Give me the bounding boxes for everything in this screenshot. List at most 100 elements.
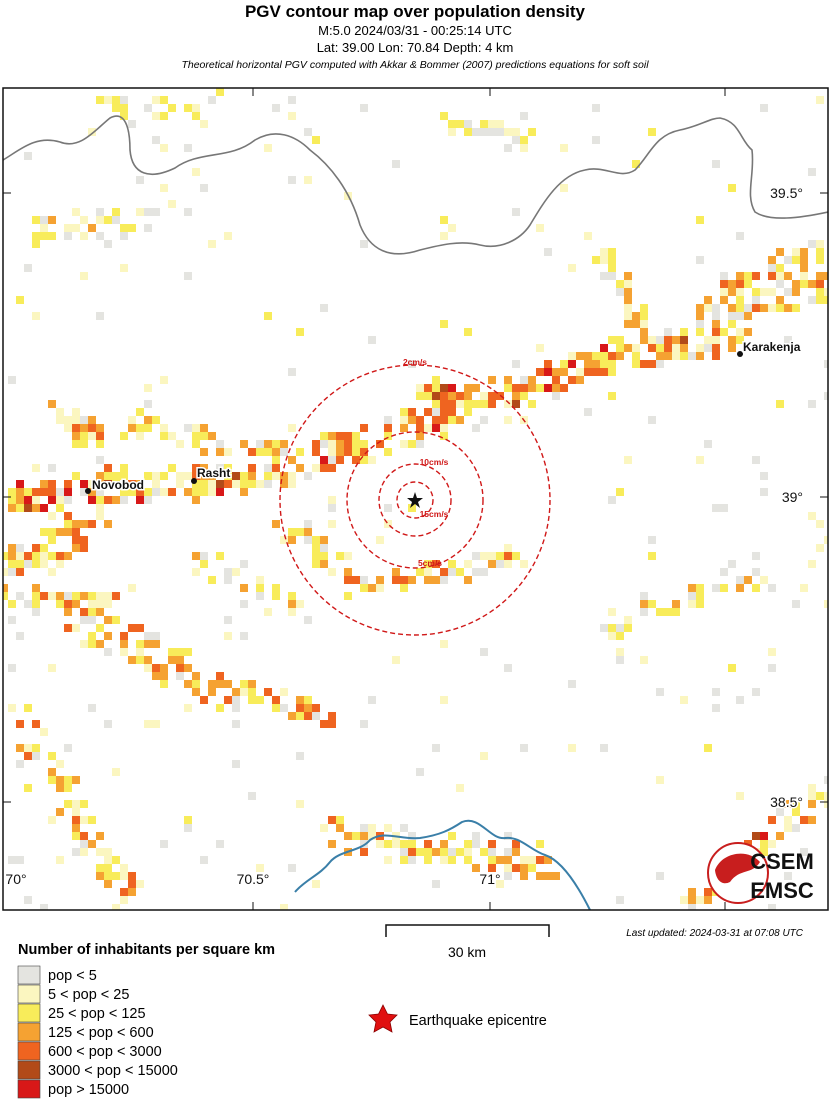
population-cell bbox=[48, 528, 56, 536]
population-cell bbox=[624, 456, 632, 464]
population-cell bbox=[96, 232, 104, 240]
population-cell bbox=[104, 648, 112, 656]
city-label: Rasht bbox=[197, 466, 230, 480]
population-cell bbox=[16, 632, 24, 640]
population-cell bbox=[592, 104, 600, 112]
population-cell bbox=[472, 552, 480, 560]
population-cell bbox=[280, 536, 288, 544]
population-cell bbox=[320, 552, 328, 560]
population-cell bbox=[352, 832, 360, 840]
population-cell bbox=[392, 840, 400, 848]
population-cell bbox=[408, 408, 416, 416]
population-cell bbox=[472, 568, 480, 576]
population-cell bbox=[240, 480, 248, 488]
population-cell bbox=[408, 856, 416, 864]
population-cell bbox=[304, 616, 312, 624]
population-cell bbox=[56, 776, 64, 784]
population-cell bbox=[256, 448, 264, 456]
population-cell bbox=[120, 488, 128, 496]
city-label: Novobod bbox=[92, 478, 144, 492]
population-cell bbox=[760, 576, 768, 584]
population-cell bbox=[336, 824, 344, 832]
population-cell bbox=[320, 720, 328, 728]
population-cell bbox=[640, 600, 648, 608]
population-cell bbox=[56, 408, 64, 416]
population-cell bbox=[208, 432, 216, 440]
population-cell bbox=[48, 592, 56, 600]
population-cell bbox=[448, 408, 456, 416]
population-cell bbox=[328, 432, 336, 440]
population-cell bbox=[200, 120, 208, 128]
population-cell bbox=[120, 648, 128, 656]
population-cell bbox=[608, 624, 616, 632]
population-cell bbox=[616, 896, 624, 904]
population-cell bbox=[536, 872, 544, 880]
population-cell bbox=[136, 424, 144, 432]
population-cell bbox=[200, 560, 208, 568]
population-cell bbox=[96, 504, 104, 512]
population-cell bbox=[680, 344, 688, 352]
population-cell bbox=[104, 616, 112, 624]
population-cell bbox=[280, 440, 288, 448]
population-cell bbox=[648, 536, 656, 544]
population-cell bbox=[520, 376, 528, 384]
population-cell bbox=[808, 280, 816, 288]
population-cell bbox=[72, 808, 80, 816]
population-cell bbox=[464, 120, 472, 128]
population-cell bbox=[808, 512, 816, 520]
population-cell bbox=[280, 472, 288, 480]
population-cell bbox=[240, 600, 248, 608]
population-cell bbox=[480, 648, 488, 656]
lon-label: 71° bbox=[479, 871, 500, 887]
population-cell bbox=[592, 256, 600, 264]
population-cell bbox=[448, 848, 456, 856]
population-cell bbox=[120, 232, 128, 240]
population-cell bbox=[792, 800, 800, 808]
population-cell bbox=[136, 480, 144, 488]
population-cell bbox=[24, 152, 32, 160]
population-cell bbox=[608, 264, 616, 272]
population-cell bbox=[432, 400, 440, 408]
population-cell bbox=[200, 432, 208, 440]
population-cell bbox=[104, 864, 112, 872]
population-cell bbox=[80, 592, 88, 600]
population-cell bbox=[400, 576, 408, 584]
population-cell bbox=[176, 672, 184, 680]
population-cell bbox=[256, 480, 264, 488]
population-cell bbox=[232, 720, 240, 728]
population-cell bbox=[360, 576, 368, 584]
population-cell bbox=[712, 704, 720, 712]
population-cell bbox=[56, 416, 64, 424]
population-cell bbox=[64, 552, 72, 560]
population-cell bbox=[304, 128, 312, 136]
population-cell bbox=[16, 480, 24, 488]
population-cell bbox=[320, 440, 328, 448]
population-cell bbox=[312, 440, 320, 448]
population-cell bbox=[88, 600, 96, 608]
population-cell bbox=[816, 520, 824, 528]
population-cell bbox=[136, 880, 144, 888]
population-cell bbox=[456, 848, 464, 856]
legend-epicentre-symbol bbox=[368, 1004, 398, 1033]
population-cell bbox=[344, 440, 352, 448]
population-cell bbox=[304, 704, 312, 712]
population-cell bbox=[752, 832, 760, 840]
population-cell bbox=[152, 640, 160, 648]
population-cell bbox=[384, 416, 392, 424]
population-cell bbox=[784, 336, 792, 344]
population-cell bbox=[744, 328, 752, 336]
population-cell bbox=[88, 640, 96, 648]
population-cell bbox=[656, 608, 664, 616]
population-cell bbox=[32, 240, 40, 248]
population-cell bbox=[368, 824, 376, 832]
population-cell bbox=[296, 600, 304, 608]
population-cell bbox=[264, 688, 272, 696]
population-cell bbox=[696, 328, 704, 336]
population-cell bbox=[736, 296, 744, 304]
population-cell bbox=[96, 432, 104, 440]
population-cell bbox=[472, 840, 480, 848]
population-cell bbox=[568, 264, 576, 272]
population-cell bbox=[192, 688, 200, 696]
population-cell bbox=[72, 624, 80, 632]
population-cell bbox=[344, 448, 352, 456]
